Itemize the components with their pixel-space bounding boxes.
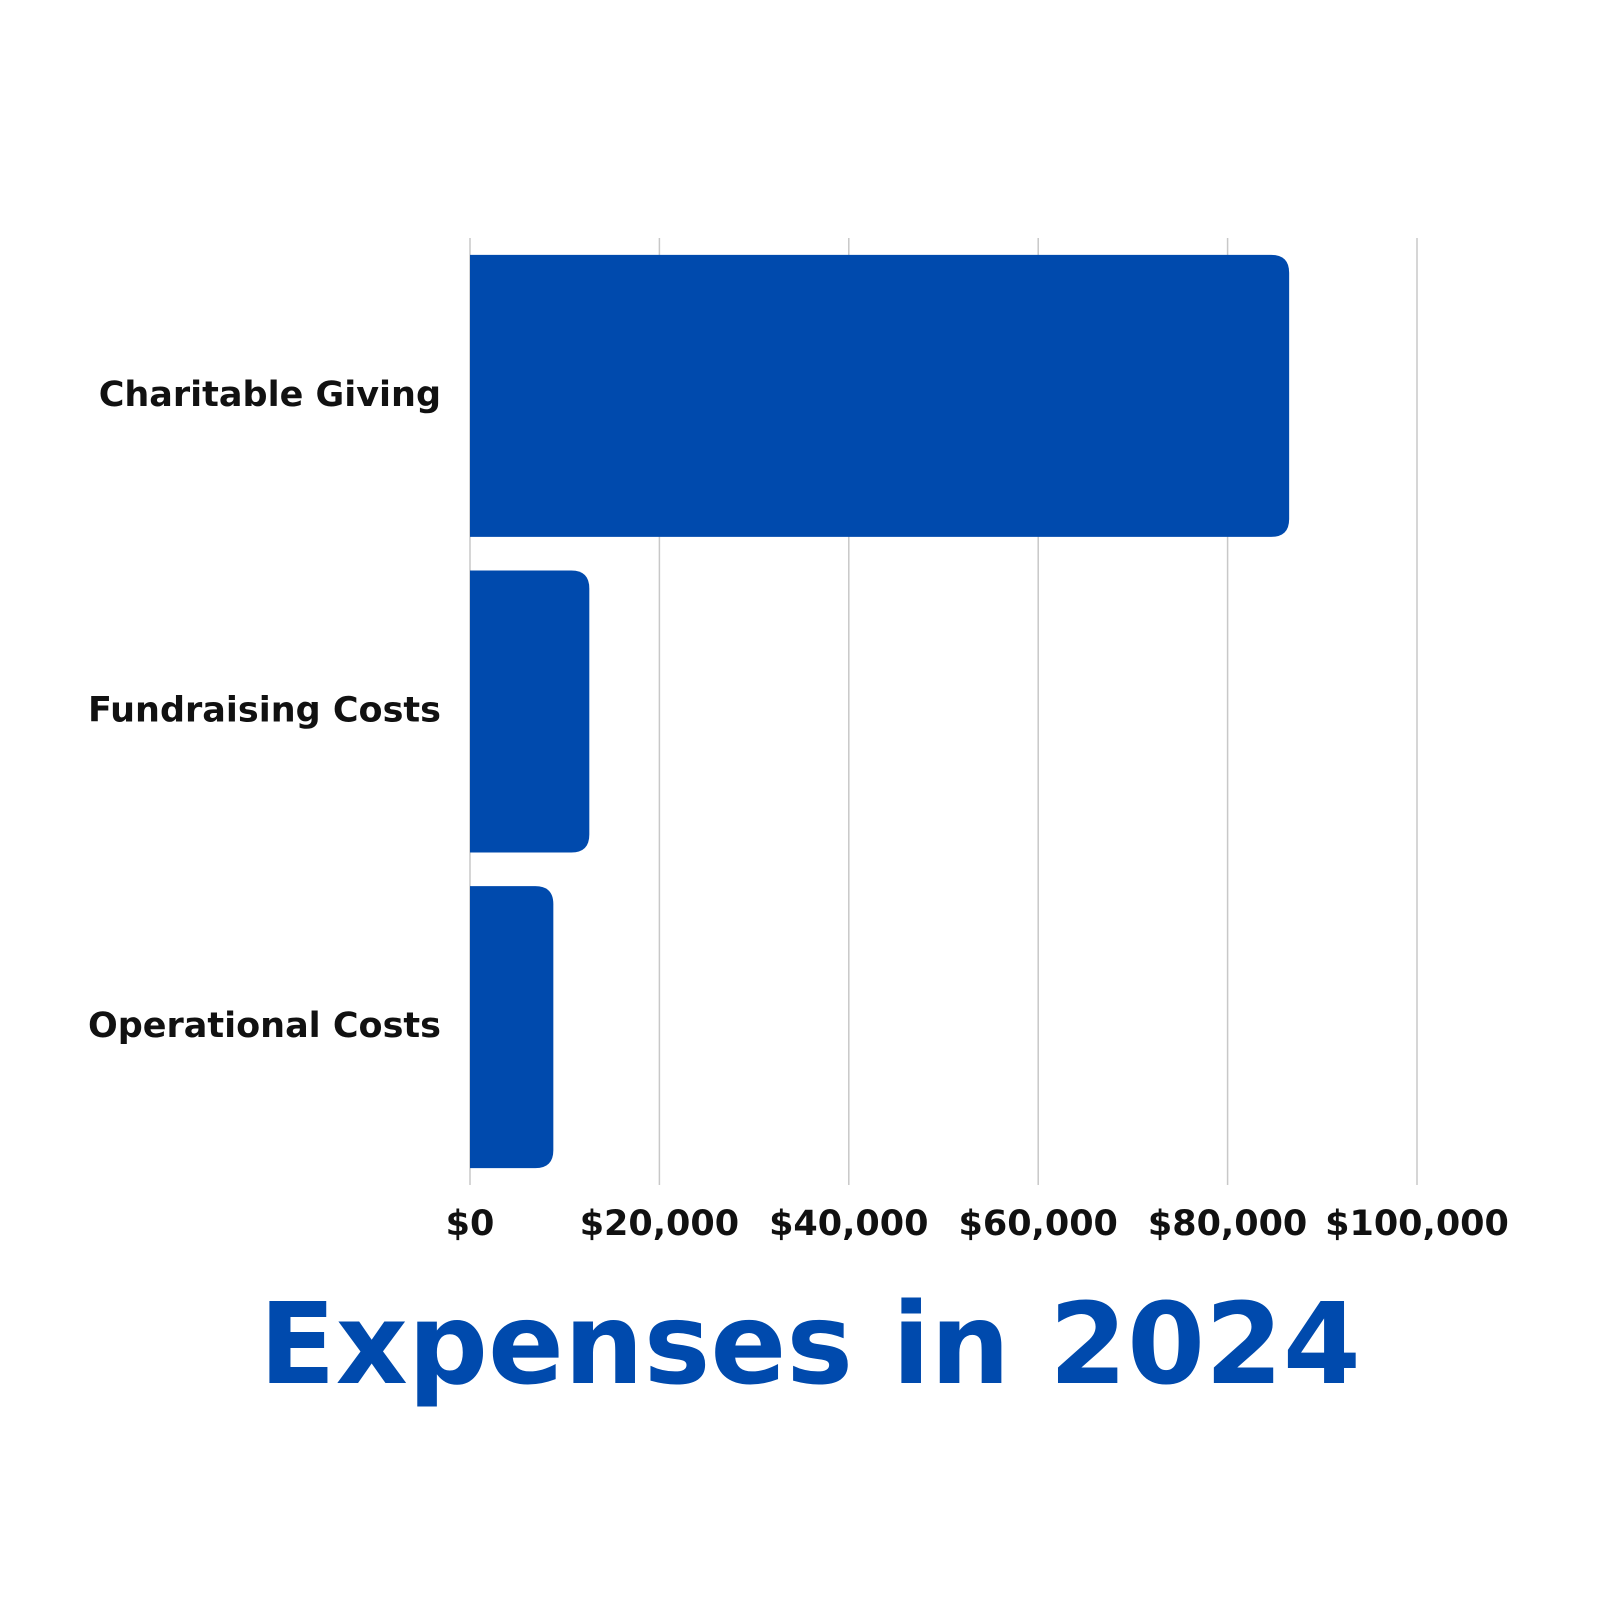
x-tick-label: $100,000 [1325,1204,1509,1244]
x-tick-label: $20,000 [580,1204,739,1244]
bar [470,886,554,1169]
x-tick-label: $60,000 [958,1204,1117,1244]
chart-title: Expenses in 2024 [259,1280,1361,1410]
x-tick-label: $40,000 [769,1204,928,1244]
bar [470,254,1290,537]
y-tick-label: Operational Costs [88,1006,441,1046]
x-tick-label: $80,000 [1148,1204,1307,1244]
y-tick-label: Charitable Giving [99,375,441,415]
bar [470,570,590,853]
x-tick-label: $0 [446,1204,495,1244]
y-tick-label: Fundraising Costs [88,691,441,731]
